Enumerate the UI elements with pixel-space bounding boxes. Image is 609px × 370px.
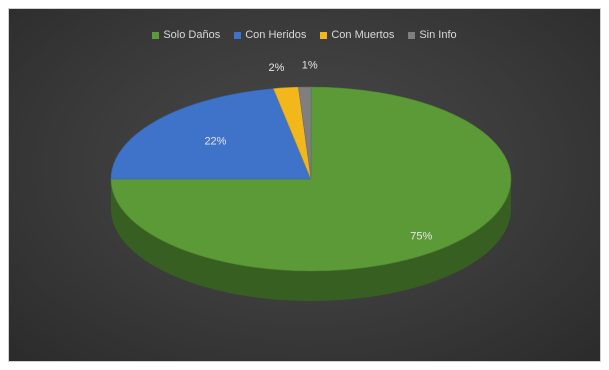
legend-swatch (152, 31, 160, 39)
legend-item-sin-info: Sin Info (408, 29, 457, 41)
legend-label: Con Heridos (245, 29, 307, 41)
data-label-1: 22% (204, 136, 226, 148)
data-label-2: 2% (268, 62, 284, 74)
legend-item-con-heridos: Con Heridos (234, 29, 306, 41)
legend-swatch (408, 31, 416, 39)
legend-label: Sin Info (419, 29, 457, 41)
pie-slice-1 (110, 88, 312, 180)
legend-item-con-muertos: Con Muertos (320, 29, 394, 41)
data-label-3: 1% (302, 59, 318, 71)
legend-item-solo-danos: Solo Daños (152, 29, 220, 41)
legend-label: Con Muertos (331, 29, 395, 41)
pie-side-0 (111, 179, 511, 301)
data-label-0: 75% (410, 231, 432, 243)
pie-chart: 75% 22% 2% 1% (110, 59, 512, 301)
chart-area: Solo Daños Con Heridos Con Muertos Sin I… (8, 8, 601, 362)
chart-legend: Solo Daños Con Heridos Con Muertos Sin I… (9, 29, 600, 41)
legend-label: Solo Daños (163, 29, 221, 41)
pie-slice-0 (110, 86, 512, 272)
legend-swatch (234, 31, 242, 39)
legend-swatch (320, 31, 328, 39)
pie-slice-3 (298, 86, 312, 180)
